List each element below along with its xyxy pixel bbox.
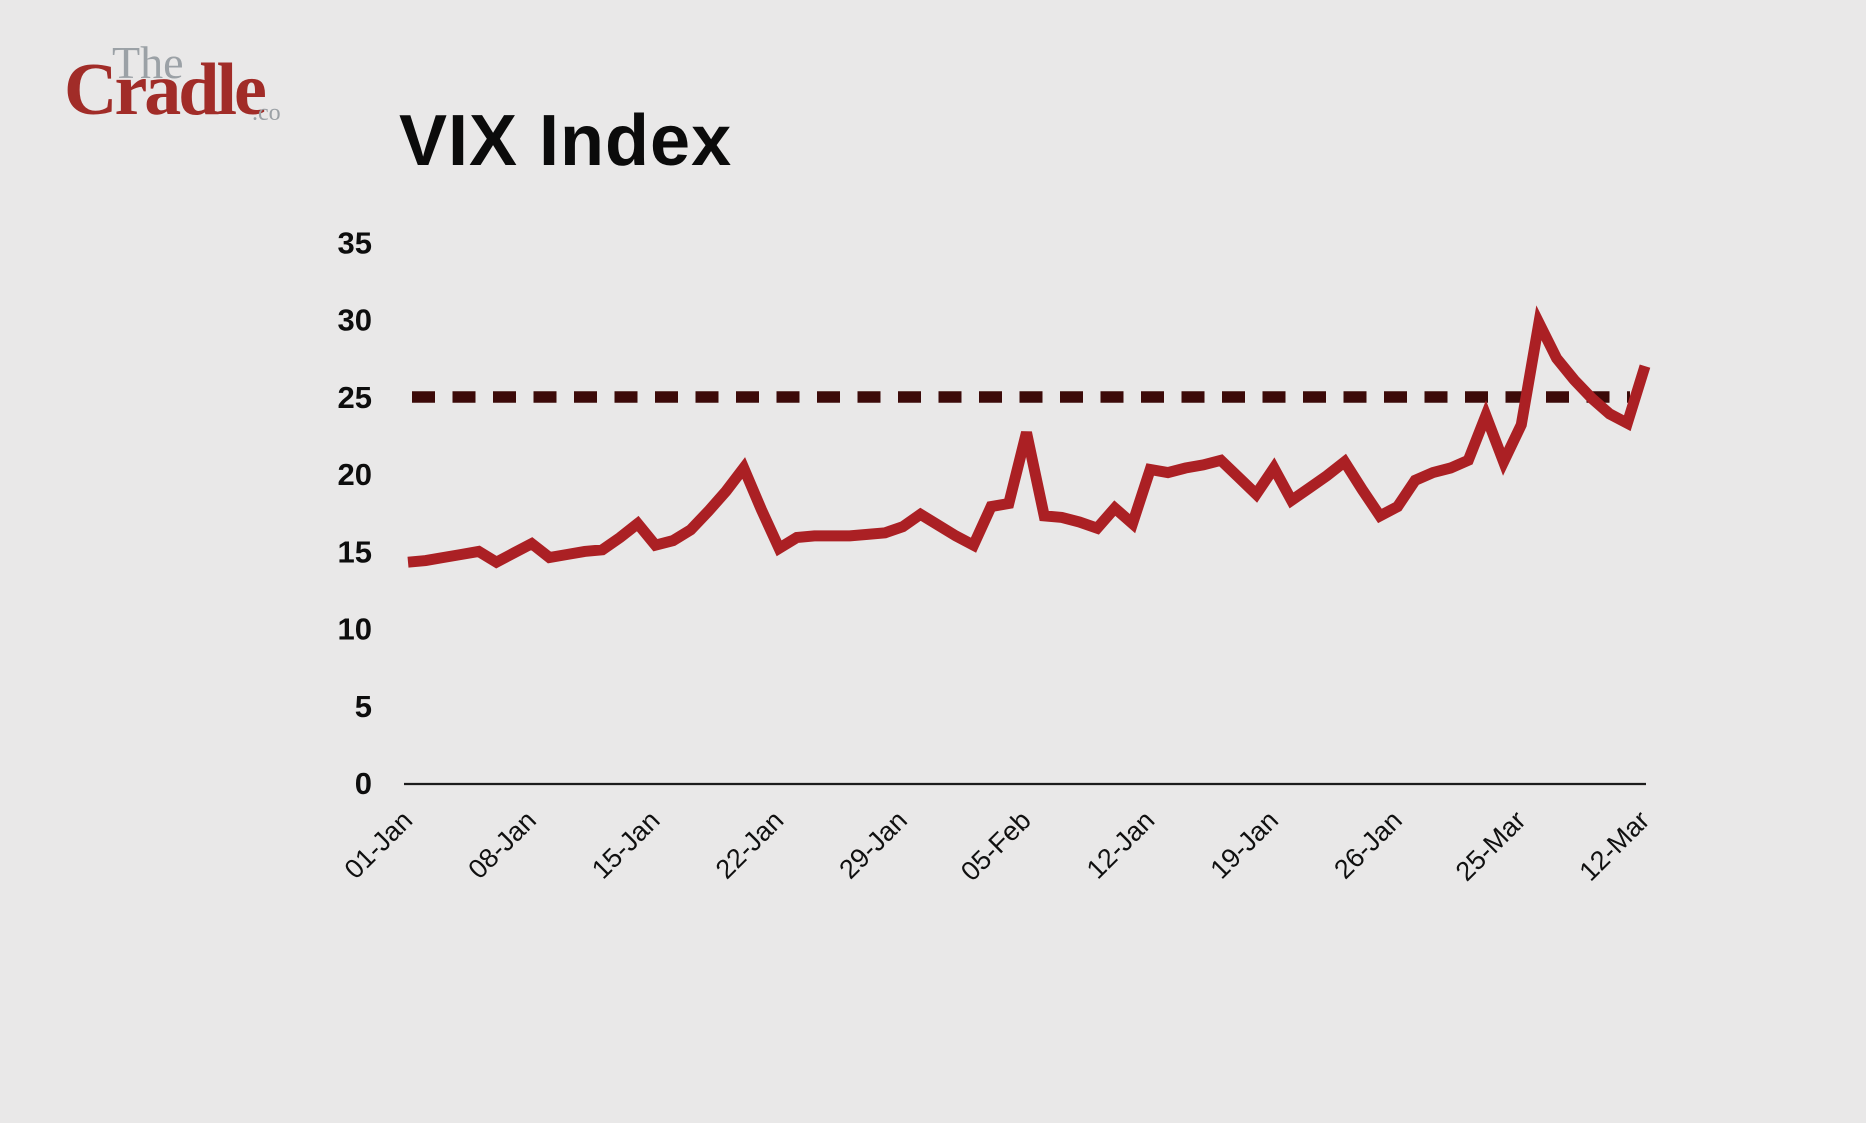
y-tick-label: 5 <box>355 689 372 724</box>
x-tick-label: 01-Jan <box>339 805 419 885</box>
vix-series-line <box>407 305 1651 569</box>
x-tick-label: 22-Jan <box>710 805 790 885</box>
x-tick-label: 26-Jan <box>1328 805 1408 885</box>
logo-the-text: The <box>112 37 184 88</box>
x-tick-label: 19-Jan <box>1205 805 1285 885</box>
y-tick-label: 35 <box>338 226 372 261</box>
y-tick-label: 0 <box>355 766 372 801</box>
x-tick-label: 12-Mar <box>1574 805 1656 887</box>
x-tick-label: 08-Jan <box>462 805 542 885</box>
y-tick-label: 30 <box>338 303 372 338</box>
logo-co-text: .co <box>252 100 281 126</box>
y-tick-label: 25 <box>338 380 372 415</box>
x-tick-label: 25-Mar <box>1450 805 1532 887</box>
logo-cradle-text: Cradle <box>64 49 267 131</box>
x-tick-label: 05-Feb <box>955 805 1037 887</box>
y-tick-label: 10 <box>338 612 372 647</box>
chart-title: VIX Index <box>399 101 733 181</box>
y-tick-label: 15 <box>338 534 372 569</box>
x-tick-label: 12-Jan <box>1081 805 1161 885</box>
x-tick-label: 29-Jan <box>833 805 913 885</box>
y-tick-label: 20 <box>338 457 372 492</box>
x-tick-label: 15-Jan <box>586 805 666 885</box>
the-cradle-logo: Cradle The .co <box>60 20 320 135</box>
